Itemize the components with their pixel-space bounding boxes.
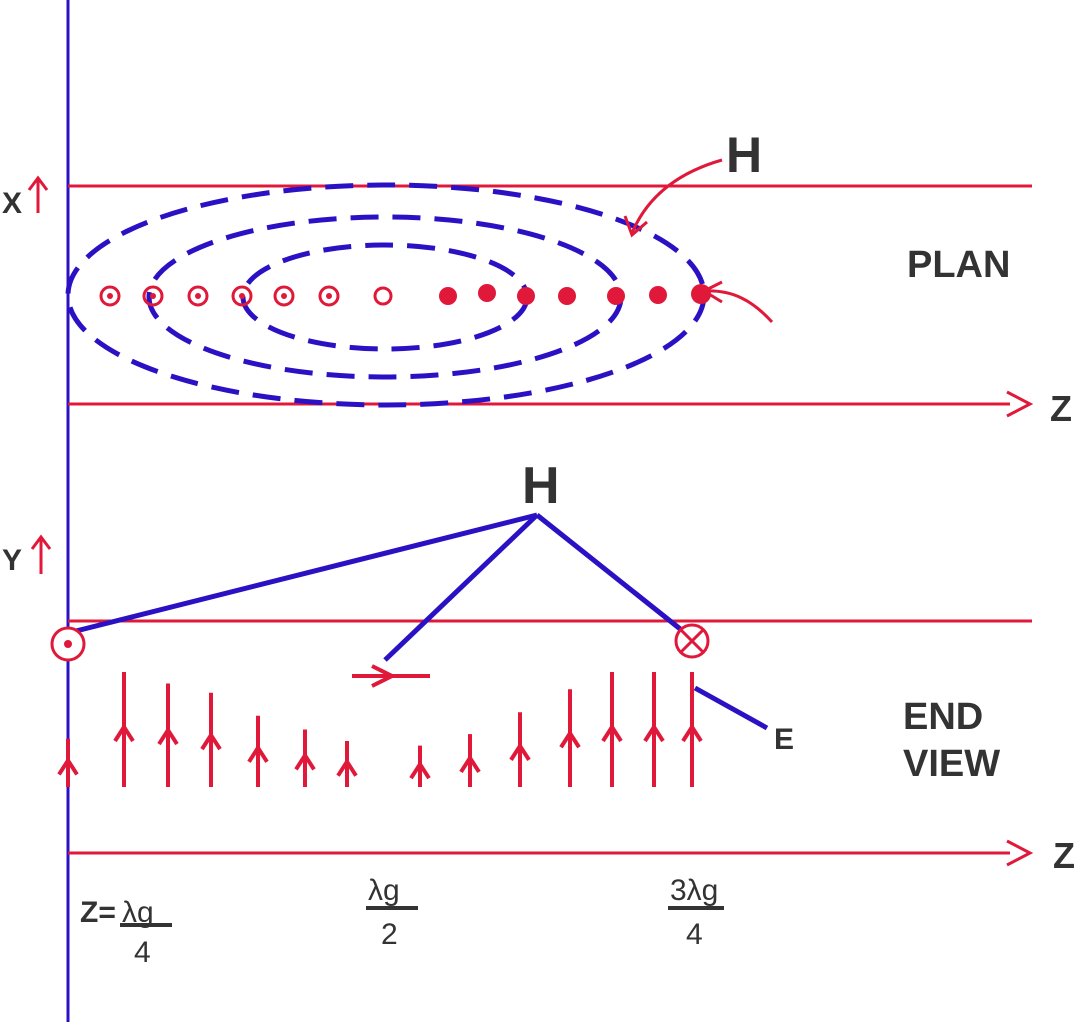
e-field-arrow	[336, 741, 358, 787]
h-pointer-lines	[67, 512, 686, 662]
plan-z-arrowhead	[1006, 390, 1034, 418]
e-field-arrow	[247, 715, 269, 787]
x-up-arrow-icon	[27, 175, 49, 213]
tick2-denominator: 2	[381, 918, 398, 951]
z-axis-ticks: Z= λg 4 λg 2 3λg 4	[80, 874, 724, 969]
tick1-denominator: 4	[134, 936, 151, 969]
e-dot-filled	[558, 287, 576, 305]
tick1-prefix: Z=	[80, 896, 116, 929]
end-view-z-arrowhead	[1006, 839, 1034, 867]
field-out-of-page-icon	[50, 626, 86, 662]
e-dot-open	[142, 285, 164, 307]
plan-section: X H	[2, 127, 1072, 429]
e-dot-open	[99, 285, 121, 307]
e-field-arrow	[643, 672, 665, 787]
e-field-arrow	[459, 734, 481, 787]
tick2-numerator: λg	[368, 874, 400, 907]
plan-h-label: H	[726, 127, 762, 183]
e-field-arrow	[294, 729, 316, 787]
end-view-y-label: Y	[2, 544, 22, 577]
end-view-e-label: E	[774, 723, 794, 756]
e-pointer-line	[693, 685, 769, 731]
end-view-h-label: H	[522, 457, 560, 515]
e-field-arrow	[559, 689, 581, 787]
e-dot-filled	[649, 286, 667, 304]
end-view-section-label-line1: END	[903, 696, 983, 738]
y-up-arrow-icon	[30, 534, 52, 574]
e-dot-open	[231, 285, 253, 307]
tick3-denominator: 4	[686, 918, 703, 951]
e-field-arrow	[409, 745, 431, 787]
e-dot-filled	[439, 287, 457, 305]
e-dot-filled	[607, 287, 625, 305]
e-dot-filled	[517, 287, 535, 305]
end-view-z-label: Z	[1053, 835, 1075, 876]
e-field-arrow	[601, 672, 623, 787]
e-dot-open	[187, 285, 209, 307]
plan-section-label: PLAN	[907, 244, 1010, 286]
e-dot-open	[273, 285, 295, 307]
plan-z-label: Z	[1050, 388, 1072, 429]
e-field-arrow	[200, 692, 222, 787]
tick3-numerator: 3λg	[670, 874, 718, 907]
e-field-arrow	[509, 712, 531, 787]
plan-h-pointer-head	[623, 215, 648, 238]
e-field-arrows	[57, 672, 703, 787]
plan-dot-pointer-head	[700, 280, 723, 304]
plan-h-pointer	[630, 158, 723, 234]
e-field-arrow	[57, 738, 79, 787]
e-dot-filled	[478, 284, 496, 302]
end-view-section-label-line2: VIEW	[903, 743, 1000, 785]
h-direction-arrow-icon	[352, 664, 430, 688]
end-view-section: Y H E END	[2, 457, 1075, 876]
h-field-loop-middle	[146, 214, 624, 380]
e-field-arrow	[681, 672, 703, 787]
e-field-arrow	[113, 672, 135, 787]
plan-x-label: X	[2, 187, 22, 220]
e-dot-open	[373, 286, 393, 306]
plan-dot-pointer	[705, 289, 774, 324]
field-into-page-icon	[674, 623, 710, 659]
e-field-arrow	[157, 683, 179, 787]
e-field-dots	[99, 284, 711, 307]
e-dot-open	[318, 285, 340, 307]
